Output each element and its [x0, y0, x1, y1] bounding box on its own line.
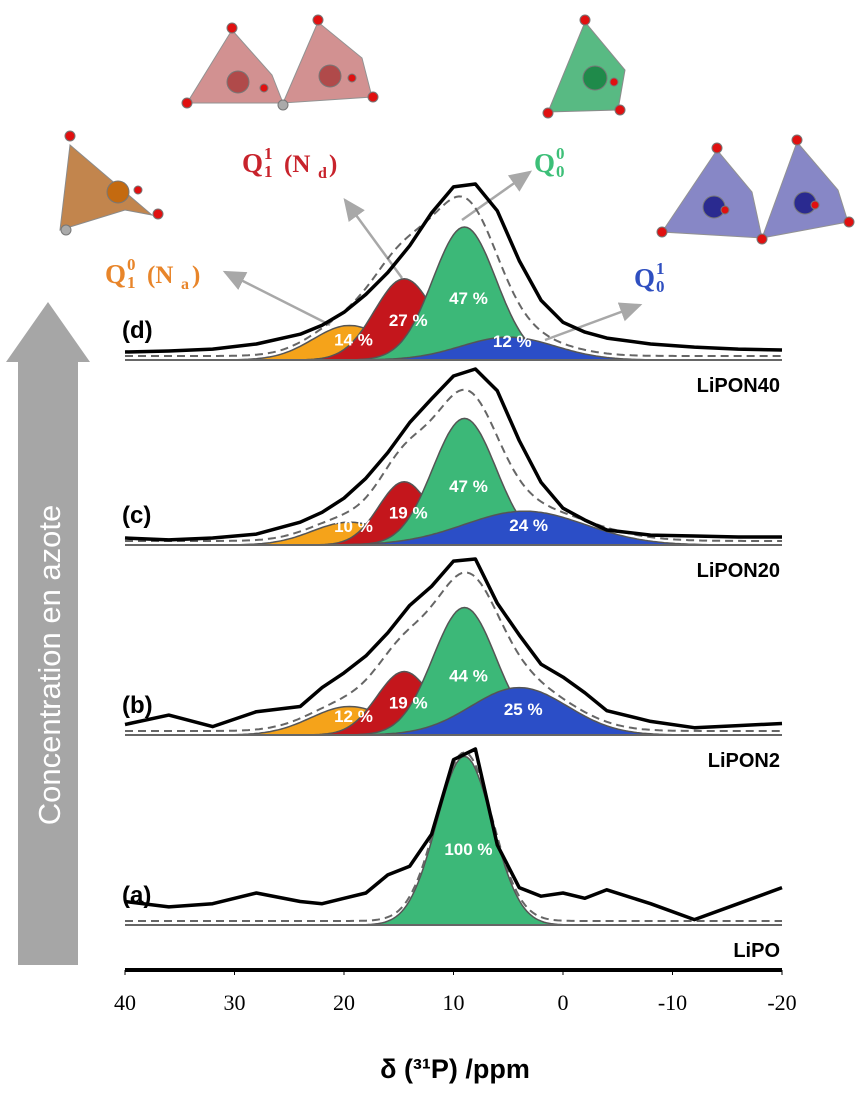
side-label: Concentration en azote — [32, 505, 67, 826]
species-sup: 1 — [264, 144, 273, 163]
species-site-close: ) — [192, 262, 200, 289]
x-tick-label: -20 — [767, 990, 796, 1015]
experimental-spectrum — [124, 557, 783, 730]
percent-label: 12 % — [334, 707, 373, 726]
x-tick-label: 40 — [114, 990, 136, 1015]
species-symbol: Q — [242, 148, 263, 178]
percent-label: 27 % — [389, 311, 428, 330]
experimental-spectrum — [124, 182, 783, 354]
species-site: (N — [284, 151, 310, 178]
experimental-spectrum — [124, 747, 783, 922]
spectrum: 14 % 27 % 47 % 12 % (d) LiPON40 — [122, 182, 783, 397]
species-symbol: Q — [534, 148, 555, 178]
percent-label: 12 % — [493, 332, 532, 351]
spectrum: 100 % (a) LiPO — [122, 747, 783, 962]
percent-label: 44 % — [449, 666, 488, 685]
x-tick-label: 0 — [558, 990, 569, 1015]
fit-sum — [125, 571, 782, 732]
sample-name: LiPON40 — [697, 375, 780, 397]
species-site-close: ) — [329, 151, 337, 178]
species-symbol: Q — [105, 259, 126, 289]
percent-label: 24 % — [509, 516, 548, 535]
species-site-sub: d — [318, 165, 327, 182]
x-tick-label: 10 — [443, 990, 465, 1015]
species-sub: 1 — [264, 162, 273, 181]
species-sup: 0 — [127, 255, 136, 274]
sample-name: LiPON2 — [708, 750, 780, 772]
percent-label: 100 % — [444, 840, 492, 859]
percent-label: 10 % — [334, 517, 373, 536]
spectrum: 12 % 19 % 44 % 25 % (b) LiPON2 — [122, 557, 783, 772]
percent-label: 47 % — [449, 477, 488, 496]
panel-letter: (a) — [122, 882, 151, 909]
sample-name: LiPO — [733, 940, 780, 962]
panel-letter: (b) — [122, 692, 153, 719]
concentration-arrow — [6, 302, 90, 965]
experimental-spectrum — [124, 367, 782, 542]
species-site: (N — [147, 262, 173, 289]
x-tick-label: -10 — [658, 990, 687, 1015]
percent-label: 19 % — [389, 693, 428, 712]
fit-sum — [125, 195, 782, 357]
spectrum: 10 % 19 % 47 % 24 % (c) LiPON20 — [122, 367, 782, 582]
x-tick-label: 30 — [224, 990, 246, 1015]
species-site-sub: a — [181, 276, 189, 293]
tetrahedra — [59, 14, 855, 245]
species-sup: 1 — [656, 259, 665, 278]
species-sup: 0 — [556, 144, 565, 163]
percent-label: 25 % — [504, 700, 543, 719]
x-axis-label: δ (³¹P) /ppm — [380, 1054, 530, 1084]
fit-sum — [125, 388, 782, 542]
species-sub: 1 — [127, 273, 136, 292]
percent-label: 47 % — [449, 289, 488, 308]
panel-letter: (d) — [122, 317, 153, 344]
panel-letter: (c) — [122, 502, 151, 529]
x-tick-label: 20 — [333, 990, 355, 1015]
percent-label: 14 % — [334, 330, 373, 349]
sample-name: LiPON20 — [697, 560, 780, 582]
species-sub: 0 — [556, 162, 565, 181]
species-symbol: Q — [634, 263, 655, 293]
percent-label: 19 % — [389, 503, 428, 522]
species-sub: 0 — [656, 277, 665, 296]
